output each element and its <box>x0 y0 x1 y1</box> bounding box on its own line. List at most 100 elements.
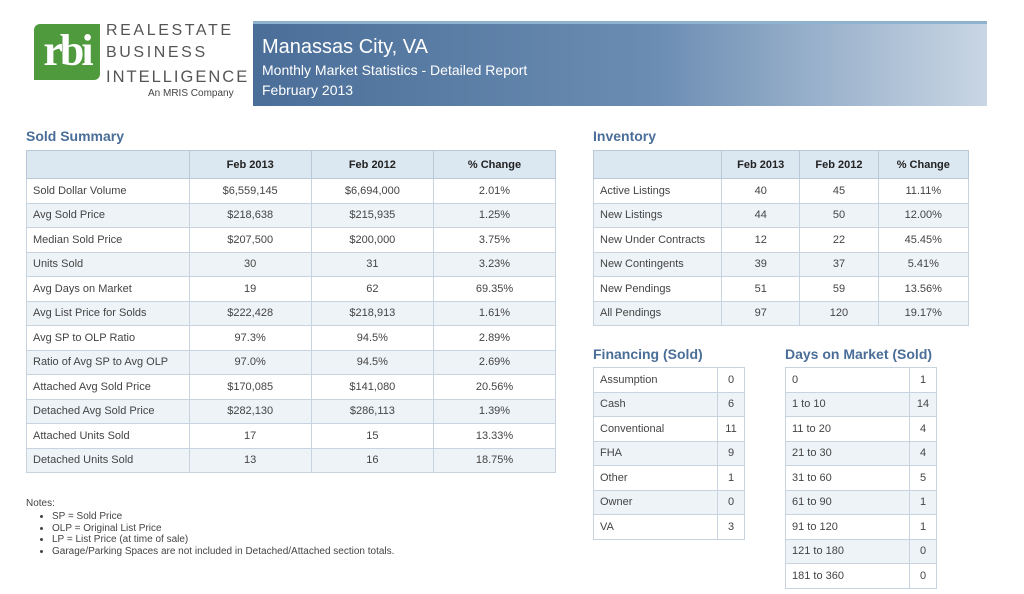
logo-text-line-2: BUSINESS <box>106 44 208 61</box>
table-row: Active Listings 40 45 11.11% <box>592 178 970 204</box>
cell-value: 16 <box>310 447 434 473</box>
table-row: 121 to 180 0 <box>785 538 937 564</box>
table-row: Avg SP to OLP Ratio 97.3% 94.5% 2.89% <box>26 325 557 351</box>
note-item: SP = Sold Price <box>52 511 394 523</box>
row-label: New Pendings <box>592 276 723 302</box>
row-label: Attached Units Sold <box>26 423 190 449</box>
table-row: New Listings 44 50 12.00% <box>592 202 970 228</box>
table-row: FHA 9 <box>593 440 745 466</box>
cell-value: 97.0% <box>188 349 312 375</box>
cell-value: 1 <box>909 367 937 393</box>
cell-value: 40 <box>721 178 801 204</box>
table-row: 31 to 60 5 <box>785 465 937 491</box>
cell-value: 51 <box>721 276 801 302</box>
cell-value: 17 <box>188 423 312 449</box>
cell-value: 11 <box>717 416 745 442</box>
cell-value: 1.39% <box>432 398 557 424</box>
row-label: Units Sold <box>26 251 190 277</box>
row-label: Ratio of Avg SP to Avg OLP <box>26 349 190 375</box>
row-label: New Listings <box>592 202 723 228</box>
cell-value: 45 <box>799 178 879 204</box>
table-header-row: Feb 2013 Feb 2012 % Change <box>26 150 557 179</box>
cell-value: 5 <box>909 465 937 491</box>
cell-value: $218,913 <box>310 300 434 326</box>
cell-value: 14 <box>909 391 937 417</box>
cell-value: $6,559,145 <box>188 178 312 204</box>
row-label: Conventional <box>593 416 718 442</box>
cell-value: 19 <box>188 276 312 302</box>
table-row: Assumption 0 <box>593 367 745 393</box>
cell-value: 1 <box>909 514 937 540</box>
cell-value: 97 <box>721 300 801 326</box>
row-label: Detached Avg Sold Price <box>26 398 190 424</box>
table-row: VA 3 <box>593 514 745 540</box>
cell-value: 2.01% <box>432 178 557 204</box>
financing-title: Financing (Sold) <box>593 346 703 362</box>
sold-summary-title: Sold Summary <box>26 128 125 144</box>
table-row: 1 to 10 14 <box>785 391 937 417</box>
table-row: 21 to 30 4 <box>785 440 937 466</box>
cell-value: 62 <box>310 276 434 302</box>
cell-value: $218,638 <box>188 202 312 228</box>
note-item: LP = List Price (at time of sale) <box>52 534 394 546</box>
column-header: Feb 2013 <box>721 150 801 179</box>
rbi-logo: rbi REALESTATE BUSINESS INTELLIGENCE An … <box>34 20 247 100</box>
cell-value: 4 <box>909 440 937 466</box>
cell-value: 59 <box>799 276 879 302</box>
cell-value: 0 <box>909 563 937 589</box>
row-label: Active Listings <box>592 178 723 204</box>
row-label: Detached Units Sold <box>26 447 190 473</box>
table-row: Avg Sold Price $218,638 $215,935 1.25% <box>26 202 557 228</box>
cell-value: 37 <box>799 251 879 277</box>
cell-value: 1 <box>717 465 745 491</box>
column-header: Feb 2012 <box>310 150 434 179</box>
row-label: All Pendings <box>592 300 723 326</box>
logo-text-line-3: INTELLIGENCE <box>106 68 250 86</box>
cell-value: 15 <box>310 423 434 449</box>
row-label: 31 to 60 <box>785 465 910 491</box>
cell-value: 0 <box>717 367 745 393</box>
row-label: VA <box>593 514 718 540</box>
row-label: New Under Contracts <box>592 227 723 253</box>
cell-value: $170,085 <box>188 374 312 400</box>
inventory-title: Inventory <box>593 128 657 144</box>
row-label: Avg List Price for Solds <box>26 300 190 326</box>
cell-value: $207,500 <box>188 227 312 253</box>
cell-value: 13 <box>188 447 312 473</box>
table-row: Other 1 <box>593 465 745 491</box>
cell-value: 13.33% <box>432 423 557 449</box>
table-row: New Pendings 51 59 13.56% <box>592 276 970 302</box>
table-row: New Contingents 39 37 5.41% <box>592 251 970 277</box>
logo-subtitle: An MRIS Company <box>148 88 234 99</box>
inventory-table: Feb 2013 Feb 2012 % Change Active Listin… <box>592 150 970 326</box>
table-row: Units Sold 30 31 3.23% <box>26 251 557 277</box>
row-label: 1 to 10 <box>785 391 910 417</box>
cell-value: 3 <box>717 514 745 540</box>
table-row: All Pendings 97 120 19.17% <box>592 300 970 326</box>
cell-value: $141,080 <box>310 374 434 400</box>
table-row: Sold Dollar Volume $6,559,145 $6,694,000 2.… <box>26 178 557 204</box>
table-row: New Under Contracts 12 22 45.45% <box>592 227 970 253</box>
row-label: Other <box>593 465 718 491</box>
cell-value: 1.25% <box>432 202 557 228</box>
row-label: 21 to 30 <box>785 440 910 466</box>
cell-value: 22 <box>799 227 879 253</box>
table-row: Avg Days on Market 19 62 69.35% <box>26 276 557 302</box>
table-row: Median Sold Price $207,500 $200,000 3.75% <box>26 227 557 253</box>
logo-text-line-1: REALESTATE <box>106 22 234 39</box>
cell-value: 45.45% <box>877 227 970 253</box>
row-label: Avg SP to OLP Ratio <box>26 325 190 351</box>
row-label: 121 to 180 <box>785 538 910 564</box>
cell-value: 30 <box>188 251 312 277</box>
row-label: Assumption <box>593 367 718 393</box>
cell-value: $282,130 <box>188 398 312 424</box>
cell-value: 9 <box>717 440 745 466</box>
cell-value: $200,000 <box>310 227 434 253</box>
table-row: 61 to 90 1 <box>785 489 937 515</box>
cell-value: 11.11% <box>877 178 970 204</box>
table-row: Attached Avg Sold Price $170,085 $141,080 2… <box>26 374 557 400</box>
row-label: FHA <box>593 440 718 466</box>
cell-value: 13.56% <box>877 276 970 302</box>
cell-value: 94.5% <box>310 349 434 375</box>
